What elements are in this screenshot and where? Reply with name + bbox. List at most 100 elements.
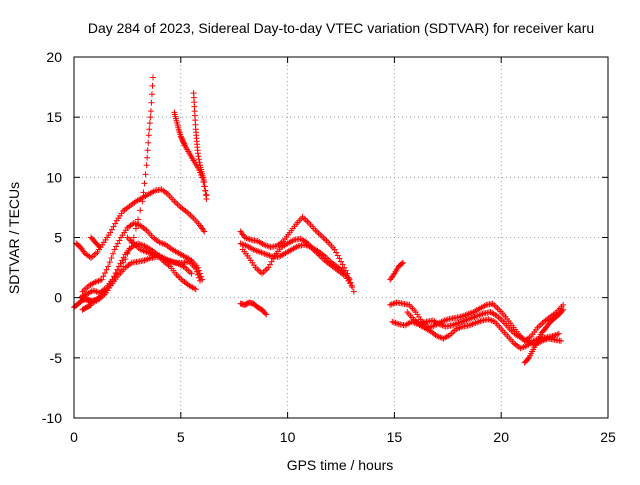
series-track-b: [73, 186, 208, 261]
x-tick-label: 5: [177, 429, 185, 445]
data-point: [203, 195, 210, 202]
data-point: [141, 180, 148, 187]
data-point: [149, 82, 156, 89]
y-tick-label: 15: [46, 109, 62, 125]
data-point: [150, 74, 157, 81]
data-point: [113, 243, 120, 250]
data-point: [338, 258, 344, 265]
y-tick-label: 10: [46, 169, 62, 185]
series-track-q: [389, 316, 562, 352]
data-point: [331, 246, 338, 253]
data-point: [108, 254, 115, 261]
series-track-c: [79, 220, 206, 295]
data-point: [334, 252, 341, 259]
data-point: [348, 282, 355, 289]
grid-lines: [74, 57, 608, 418]
data-point: [560, 306, 567, 313]
data-point: [181, 141, 188, 148]
data-point: [109, 250, 116, 257]
data-point: [266, 261, 273, 268]
y-tick-label: -10: [42, 410, 62, 426]
data-point: [108, 226, 115, 233]
y-tick-label: 5: [54, 230, 62, 246]
data-series: [71, 74, 567, 366]
series-track-j: [79, 301, 95, 313]
data-point: [140, 189, 147, 196]
data-point: [114, 240, 121, 247]
data-point: [333, 249, 340, 256]
data-point: [101, 269, 108, 276]
data-point: [146, 120, 153, 127]
data-point: [196, 159, 203, 166]
data-point: [350, 288, 357, 295]
data-point: [262, 310, 269, 317]
data-point: [145, 139, 152, 146]
x-tick-label: 20: [493, 429, 509, 445]
series-track-n: [237, 299, 270, 318]
data-point: [336, 255, 343, 262]
data-point: [192, 265, 199, 272]
y-axis-label: SDTVAR / TECUs: [6, 182, 22, 294]
data-point: [95, 242, 102, 249]
data-point: [135, 216, 142, 223]
data-point: [98, 276, 105, 283]
y-tick-label: 0: [54, 290, 62, 306]
series-track-k: [237, 214, 357, 295]
data-point: [195, 274, 202, 281]
data-point: [342, 267, 349, 274]
data-point: [399, 259, 406, 266]
data-point: [148, 99, 155, 106]
data-point: [148, 91, 155, 98]
data-point: [115, 263, 122, 270]
data-point: [192, 286, 199, 293]
data-point: [107, 229, 114, 236]
data-point: [193, 268, 200, 275]
data-point: [555, 330, 562, 337]
data-point: [188, 270, 195, 277]
data-point: [558, 337, 565, 344]
data-point: [117, 260, 124, 267]
data-point: [106, 259, 113, 266]
data-point: [195, 153, 202, 160]
series-track-f: [124, 234, 195, 277]
data-point: [201, 183, 208, 190]
data-point: [145, 132, 152, 139]
data-point: [114, 266, 121, 273]
data-point: [87, 302, 94, 309]
data-point: [132, 225, 139, 232]
data-point: [201, 179, 208, 186]
data-point: [559, 307, 566, 314]
axes: 0 5 10 15 20 25 -10 -5 0 5 10 15 20: [42, 49, 616, 445]
x-axis-label: GPS time / hours: [287, 457, 394, 473]
data-point: [398, 260, 405, 267]
data-point: [100, 273, 107, 280]
data-point: [137, 207, 144, 214]
y-tick-label: 20: [46, 49, 62, 65]
data-point: [103, 266, 110, 273]
data-point: [119, 257, 126, 264]
data-point: [144, 147, 151, 154]
data-point: [268, 258, 275, 265]
series-track-g: [171, 109, 210, 199]
x-tick-label: 0: [70, 429, 78, 445]
series-track-a: [71, 74, 157, 311]
data-point: [263, 311, 270, 318]
y-tick-label: -5: [50, 350, 63, 366]
data-point: [96, 244, 103, 251]
series-track-o: [387, 259, 406, 283]
data-point: [147, 108, 154, 115]
data-point: [346, 276, 353, 283]
series-track-h: [190, 90, 210, 202]
data-point: [197, 277, 204, 284]
data-point: [202, 191, 209, 198]
x-tick-label: 15: [387, 429, 403, 445]
data-point: [202, 187, 209, 194]
series-track-m: [237, 240, 353, 283]
data-point: [105, 263, 112, 270]
series-track-s: [521, 306, 567, 366]
data-point: [88, 301, 95, 308]
data-point: [120, 254, 127, 261]
data-point: [265, 264, 272, 271]
